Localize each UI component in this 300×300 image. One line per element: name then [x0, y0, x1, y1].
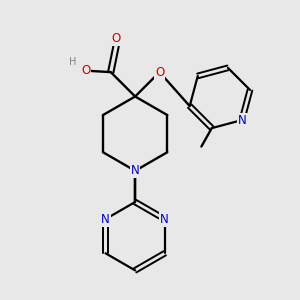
Text: O: O	[112, 32, 121, 45]
Text: O: O	[155, 66, 164, 79]
Text: N: N	[238, 114, 246, 127]
Text: N: N	[160, 213, 169, 226]
Text: O: O	[81, 64, 90, 77]
Text: H: H	[69, 57, 77, 67]
Text: N: N	[101, 213, 110, 226]
Text: N: N	[131, 164, 140, 177]
